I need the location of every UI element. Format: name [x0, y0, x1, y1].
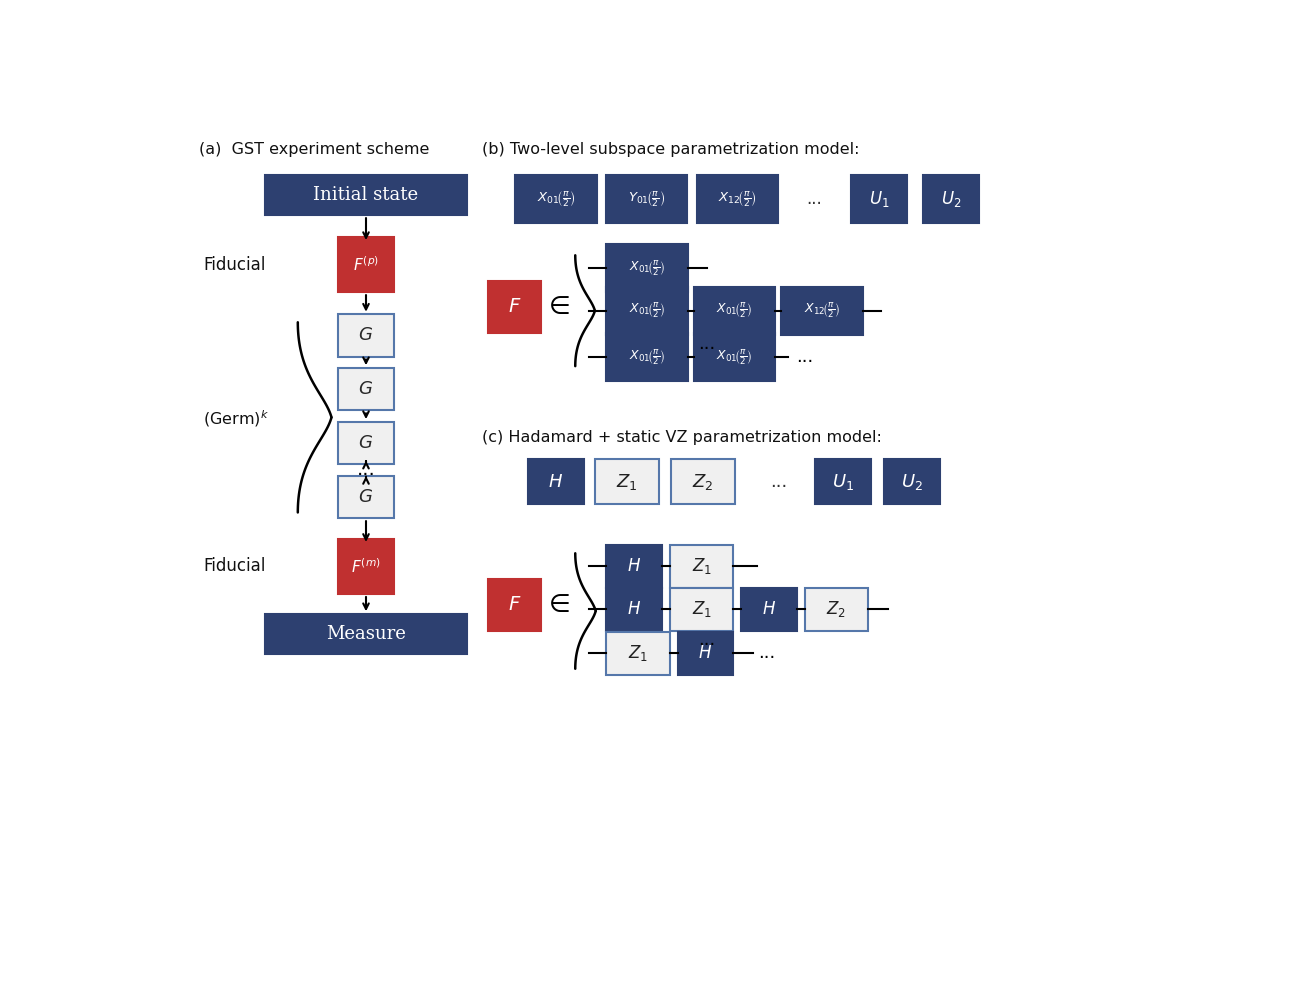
Text: $G$: $G$ — [358, 434, 374, 452]
FancyBboxPatch shape — [678, 632, 733, 675]
FancyBboxPatch shape — [607, 286, 688, 334]
FancyBboxPatch shape — [488, 280, 541, 333]
Text: $Z_1$: $Z_1$ — [691, 600, 712, 620]
Text: $H$: $H$ — [628, 558, 641, 575]
FancyBboxPatch shape — [694, 333, 775, 381]
FancyBboxPatch shape — [338, 368, 393, 410]
FancyBboxPatch shape — [696, 176, 778, 223]
FancyBboxPatch shape — [266, 614, 467, 654]
Text: $\in$: $\in$ — [545, 593, 571, 617]
Text: $X_{01}\!\left(\frac{\pi}{2}\right)$: $X_{01}\!\left(\frac{\pi}{2}\right)$ — [716, 301, 753, 320]
Text: $X_{01}\!\left(\frac{\pi}{2}\right)$: $X_{01}\!\left(\frac{\pi}{2}\right)$ — [537, 190, 575, 209]
Text: Fiducial: Fiducial — [203, 557, 266, 576]
Text: $U_1$: $U_1$ — [832, 472, 854, 492]
FancyBboxPatch shape — [605, 176, 687, 223]
Text: $G$: $G$ — [358, 380, 374, 398]
FancyBboxPatch shape — [924, 176, 979, 223]
Text: Measure: Measure — [326, 625, 405, 643]
FancyBboxPatch shape — [815, 459, 870, 504]
FancyBboxPatch shape — [528, 459, 584, 504]
Text: $\in$: $\in$ — [545, 294, 571, 319]
Text: $U_2$: $U_2$ — [901, 472, 924, 492]
FancyBboxPatch shape — [607, 545, 662, 588]
Text: Initial state: Initial state — [313, 187, 418, 205]
FancyBboxPatch shape — [338, 314, 393, 356]
FancyBboxPatch shape — [694, 286, 775, 334]
FancyBboxPatch shape — [266, 176, 467, 216]
Text: $X_{01}\!\left(\frac{\pi}{2}\right)$: $X_{01}\!\left(\frac{\pi}{2}\right)$ — [629, 347, 665, 366]
Text: $H$: $H$ — [549, 473, 563, 491]
FancyBboxPatch shape — [607, 245, 688, 292]
Text: $U_1$: $U_1$ — [869, 189, 890, 209]
FancyBboxPatch shape — [804, 588, 869, 631]
Text: ...: ... — [699, 335, 716, 353]
FancyBboxPatch shape — [671, 459, 734, 504]
Text: $F$: $F$ — [508, 297, 521, 316]
Text: $Z_2$: $Z_2$ — [826, 600, 846, 620]
FancyBboxPatch shape — [607, 588, 662, 631]
FancyBboxPatch shape — [338, 476, 393, 518]
Text: $H$: $H$ — [628, 601, 641, 618]
FancyBboxPatch shape — [741, 588, 797, 631]
Text: $Y_{01}\!\left(\frac{\pi}{2}\right)$: $Y_{01}\!\left(\frac{\pi}{2}\right)$ — [628, 190, 665, 209]
Text: ...: ... — [807, 190, 821, 208]
FancyBboxPatch shape — [884, 459, 940, 504]
Text: $G$: $G$ — [358, 326, 374, 344]
Text: ...: ... — [699, 632, 716, 650]
FancyBboxPatch shape — [515, 176, 596, 223]
FancyBboxPatch shape — [782, 286, 863, 334]
Text: (c) Hadamard + static VZ parametrization model:: (c) Hadamard + static VZ parametrization… — [482, 430, 882, 445]
Text: $Z_1$: $Z_1$ — [628, 644, 647, 664]
Text: $Z_2$: $Z_2$ — [692, 472, 713, 492]
Text: Fiducial: Fiducial — [203, 255, 266, 273]
Text: $F^{(m)}$: $F^{(m)}$ — [351, 557, 380, 576]
Text: $X_{01}\!\left(\frac{\pi}{2}\right)$: $X_{01}\!\left(\frac{\pi}{2}\right)$ — [629, 301, 665, 320]
FancyBboxPatch shape — [670, 545, 733, 588]
Text: $H$: $H$ — [762, 601, 776, 618]
FancyBboxPatch shape — [338, 539, 393, 594]
FancyBboxPatch shape — [670, 588, 733, 631]
FancyBboxPatch shape — [488, 579, 541, 631]
Text: ...: ... — [796, 348, 813, 366]
Text: $U_2$: $U_2$ — [941, 189, 961, 209]
Text: $H$: $H$ — [699, 645, 712, 662]
Text: $F^{(p)}$: $F^{(p)}$ — [353, 255, 379, 273]
Text: $X_{01}\!\left(\frac{\pi}{2}\right)$: $X_{01}\!\left(\frac{\pi}{2}\right)$ — [716, 347, 753, 366]
Text: $G$: $G$ — [358, 488, 374, 506]
Text: (Germ)$^k$: (Germ)$^k$ — [203, 408, 268, 429]
FancyBboxPatch shape — [595, 459, 659, 504]
Text: $F$: $F$ — [508, 596, 521, 614]
Text: $X_{12}\!\left(\frac{\pi}{2}\right)$: $X_{12}\!\left(\frac{\pi}{2}\right)$ — [804, 301, 841, 320]
FancyBboxPatch shape — [338, 422, 393, 464]
Text: ...: ... — [758, 645, 775, 663]
FancyBboxPatch shape — [607, 333, 688, 381]
Text: $X_{01}\!\left(\frac{\pi}{2}\right)$: $X_{01}\!\left(\frac{\pi}{2}\right)$ — [629, 258, 665, 278]
Text: ...: ... — [770, 473, 788, 491]
Text: $Z_1$: $Z_1$ — [616, 472, 638, 492]
FancyBboxPatch shape — [851, 176, 907, 223]
Text: ...: ... — [357, 460, 375, 479]
Text: (a)  GST experiment scheme: (a) GST experiment scheme — [200, 142, 430, 157]
FancyBboxPatch shape — [338, 237, 393, 292]
Text: $Z_1$: $Z_1$ — [691, 556, 712, 577]
Text: (b) Two-level subspace parametrization model:: (b) Two-level subspace parametrization m… — [482, 142, 859, 157]
Text: $X_{12}\!\left(\frac{\pi}{2}\right)$: $X_{12}\!\left(\frac{\pi}{2}\right)$ — [717, 190, 757, 209]
FancyBboxPatch shape — [607, 632, 670, 675]
